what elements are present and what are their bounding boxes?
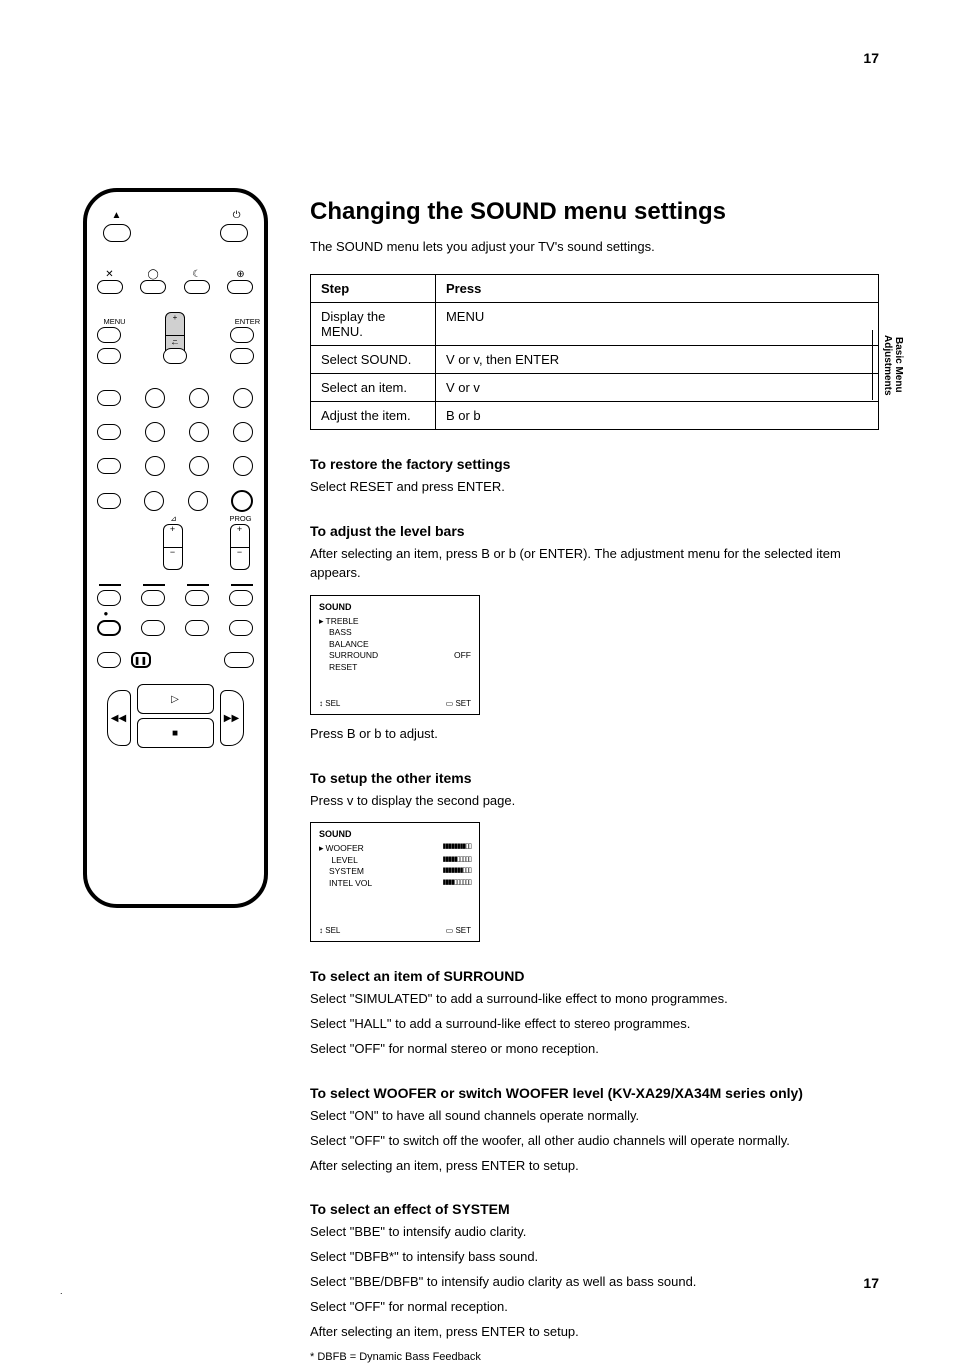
enter-button[interactable] <box>230 327 254 343</box>
volume-rocker[interactable]: + − <box>163 524 183 570</box>
menu-button[interactable] <box>97 327 121 343</box>
num-8[interactable] <box>189 456 209 476</box>
ffwd-button[interactable]: ▶▶ <box>220 690 244 746</box>
back-icon: ← <box>163 338 187 348</box>
table-row: Display the MENU.MENU <box>311 303 879 346</box>
rec-icon: ● <box>104 610 109 618</box>
nav-up-button[interactable]: + <box>165 312 185 336</box>
sub-other: To setup the other items <box>310 770 879 786</box>
sub-surround: To select an item of SURROUND <box>310 968 879 984</box>
vcr-b1[interactable] <box>141 620 165 636</box>
eject-button[interactable] <box>103 224 131 242</box>
stop-icon: ■ <box>172 728 178 739</box>
osd-sound-2: SOUND ▸WOOFER▮▮▮▮▮▮▮▮▯▯ LEVEL▮▮▮▮▮▯▯▯▯▯S… <box>310 822 480 942</box>
step-head-1: Press <box>435 275 878 303</box>
color-red[interactable] <box>97 590 121 606</box>
ffwd-icon: ▶▶ <box>224 713 239 724</box>
mute-button[interactable] <box>97 280 123 294</box>
side-button-4[interactable] <box>97 493 121 509</box>
num-1[interactable] <box>145 388 165 408</box>
table-row: Adjust the item.B or b <box>311 402 879 430</box>
p-other: Press v to display the second page. <box>310 792 879 811</box>
footnote: * DBFB = Dynamic Bass Feedback <box>310 1350 879 1366</box>
color-green[interactable] <box>141 590 165 606</box>
rewind-icon: ◀◀ <box>111 713 126 724</box>
sub-woofer: To select WOOFER or switch WOOFER level … <box>310 1085 879 1101</box>
p-restore: Select RESET and press ENTER. <box>310 478 879 497</box>
num-3[interactable] <box>233 388 253 408</box>
stop-button[interactable]: ■ <box>137 718 214 748</box>
pause-button[interactable]: ❚❚ <box>131 652 151 668</box>
num-6[interactable] <box>233 422 253 442</box>
button-b[interactable] <box>230 348 254 364</box>
vol-label: ⊿ <box>163 514 185 523</box>
num-7[interactable] <box>145 456 165 476</box>
pause-icon: ❚❚ <box>134 656 147 665</box>
eject-icon: ▲ <box>112 211 122 221</box>
side-button-2[interactable] <box>97 424 121 440</box>
p-lvl-b: Press B or b to adjust. <box>310 725 879 744</box>
button-a[interactable] <box>97 348 121 364</box>
vol-down[interactable]: − <box>163 548 183 571</box>
sleep-icon: ☾ <box>184 270 210 280</box>
misc-1[interactable] <box>97 652 121 668</box>
sub-system: To select an effect of SYSTEM <box>310 1201 879 1217</box>
table-row: Select SOUND.V or v, then ENTER <box>311 346 879 374</box>
jump-button[interactable] <box>231 490 253 512</box>
input-icon: ⊕ <box>227 270 253 280</box>
play-button[interactable]: ▷ <box>137 684 214 714</box>
enter-label: ENTER <box>230 317 266 326</box>
prog-up[interactable]: + <box>230 524 250 548</box>
num-4[interactable] <box>145 422 165 442</box>
rewind-button[interactable]: ◀◀ <box>107 690 131 746</box>
prog-label: PROG <box>228 514 254 523</box>
num-9[interactable] <box>233 456 253 476</box>
page-number-bottom: 17 <box>863 1275 879 1291</box>
sub-levelbars: To adjust the level bars <box>310 523 879 539</box>
play-icon: ▷ <box>171 694 179 705</box>
prog-rocker[interactable]: + − <box>230 524 250 570</box>
sleep-button[interactable] <box>184 280 210 294</box>
page-title: Changing the SOUND menu settings <box>310 198 879 226</box>
power-icon: ⏻ <box>233 211 241 221</box>
p-lvl-a: After selecting an item, press B or b (o… <box>310 545 879 583</box>
power-button[interactable] <box>220 224 248 242</box>
num-5[interactable] <box>189 422 209 442</box>
side-button-3[interactable] <box>97 458 121 474</box>
num-dash[interactable] <box>144 491 164 511</box>
misc-2[interactable] <box>224 652 254 668</box>
vcr-b3[interactable] <box>229 620 253 636</box>
osd-sound-1: SOUND ▸TREBLE BASS BALANCE SURROUNDOFF R… <box>310 595 480 715</box>
back-button[interactable] <box>163 348 187 364</box>
display-button[interactable] <box>140 280 166 294</box>
vcr-b2[interactable] <box>185 620 209 636</box>
step-head-0: Step <box>311 275 436 303</box>
side-button-1[interactable] <box>97 390 121 406</box>
step-table: Step Press Display the MENU.MENU Select … <box>310 274 879 430</box>
prog-down[interactable]: − <box>230 548 250 571</box>
page-number-top: 17 <box>863 50 879 66</box>
menu-label: MENU <box>97 317 133 326</box>
num-0[interactable] <box>188 491 208 511</box>
vol-up[interactable]: + <box>163 524 183 548</box>
color-yellow[interactable] <box>185 590 209 606</box>
rec-button[interactable] <box>97 620 121 636</box>
color-blue[interactable] <box>229 590 253 606</box>
small-print: . <box>60 1286 63 1296</box>
sub-restore: To restore the factory settings <box>310 456 879 472</box>
mute-icon: ✕ <box>97 270 123 280</box>
input-select-button[interactable] <box>227 280 253 294</box>
table-row: Select an item.V or v <box>311 374 879 402</box>
remote-illustration: ▲ ⏻ ✕ ◯ ☾ ⊕ MENU <box>70 188 280 908</box>
display-icon: ◯ <box>140 270 166 280</box>
lead-text: The SOUND menu lets you adjust your TV's… <box>310 238 879 256</box>
num-2[interactable] <box>189 388 209 408</box>
